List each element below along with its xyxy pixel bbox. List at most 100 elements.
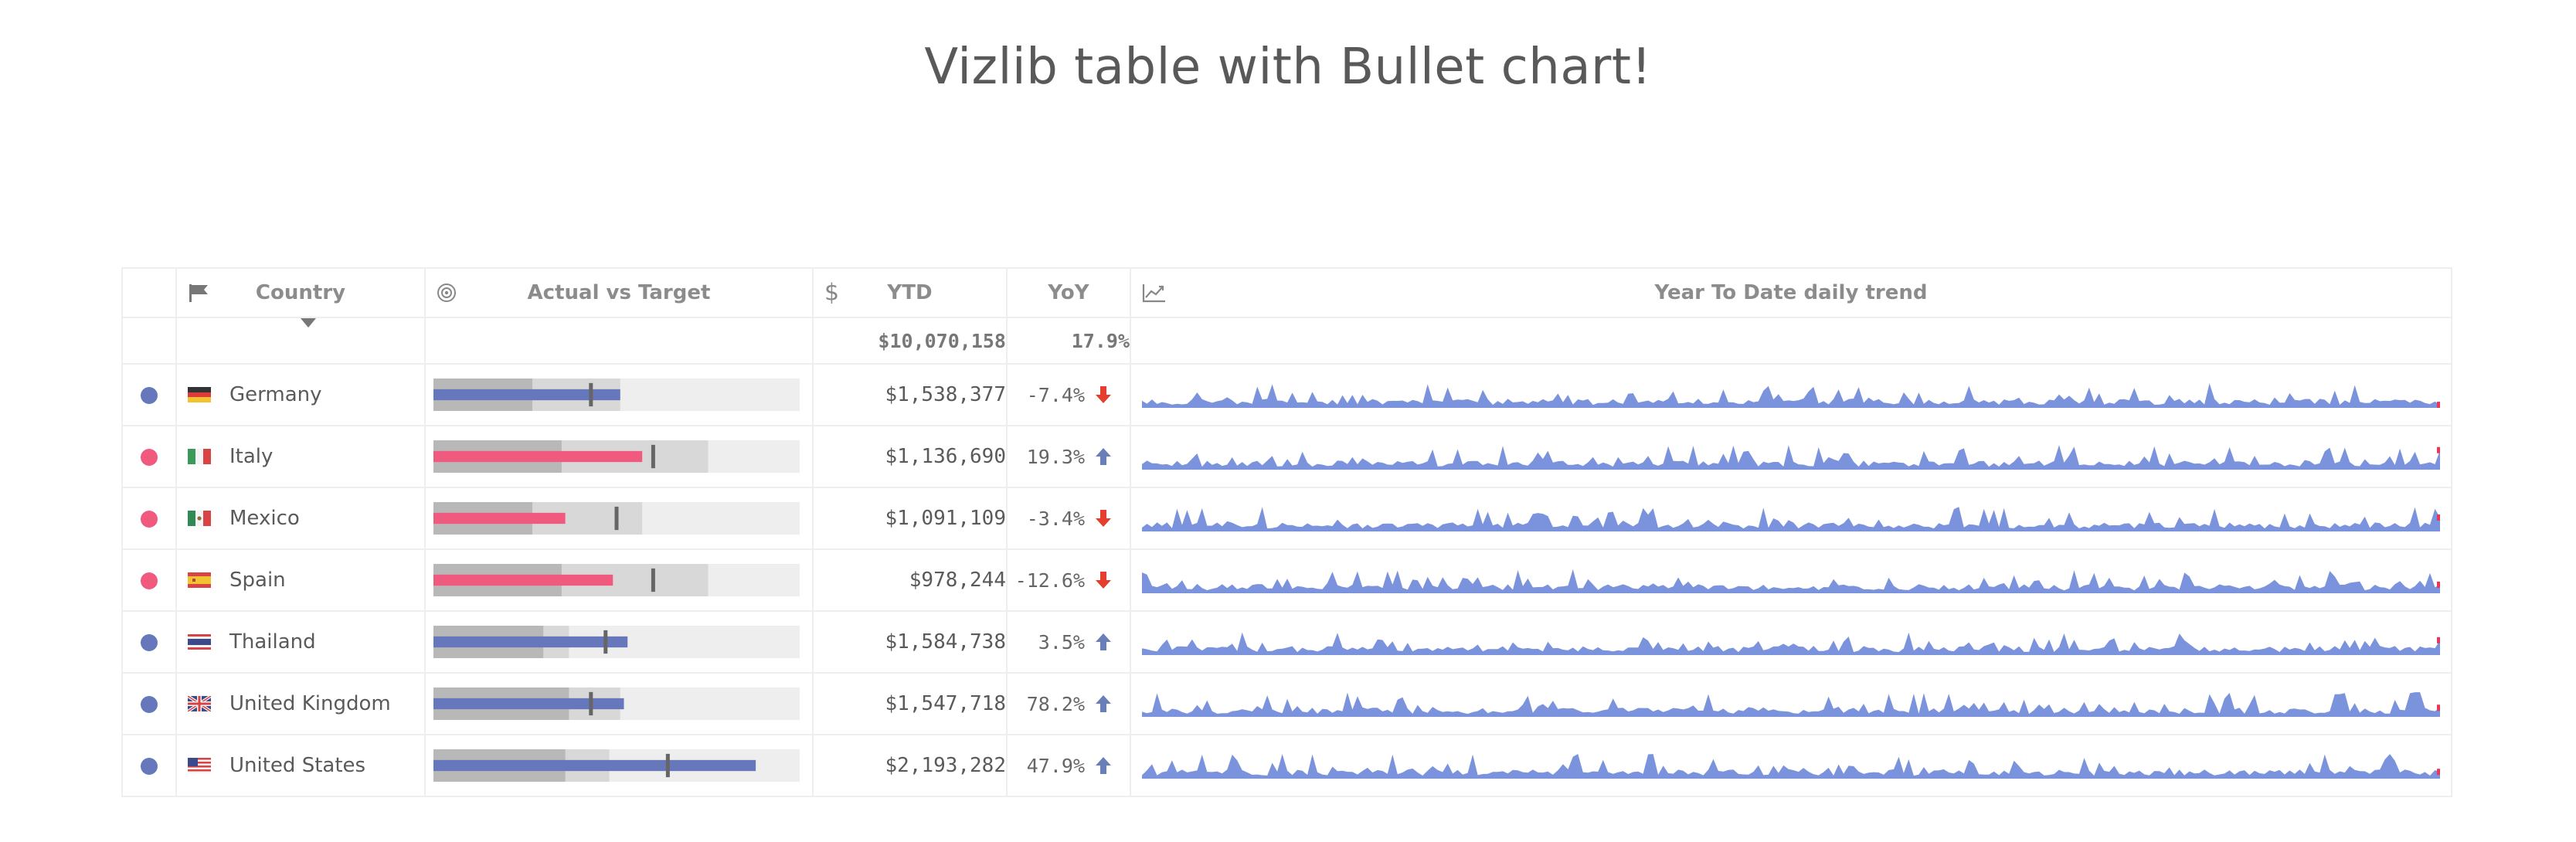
yoy-cell: -7.4% bbox=[1006, 363, 1131, 426]
actual-vs-target-header-label: Actual vs Target bbox=[527, 281, 711, 304]
yoy-header-label: YoY bbox=[1048, 281, 1089, 304]
bullet-actual-bar bbox=[433, 389, 620, 401]
table-row[interactable]: Germany $1,538,377 -7.4% bbox=[121, 363, 2452, 426]
ytd-value: $1,547,718 bbox=[812, 672, 1008, 735]
sparkline-area bbox=[1142, 632, 2440, 655]
country-name: United States bbox=[229, 754, 366, 777]
bullet-actual-bar bbox=[433, 636, 628, 648]
table-row[interactable]: United Kingdom $1,547,718 78.2% bbox=[121, 672, 2452, 735]
country-name: Germany bbox=[229, 383, 322, 406]
table-row[interactable]: Spain $978,244 -12.6% bbox=[121, 548, 2452, 612]
bullet-actual-bar bbox=[433, 759, 756, 772]
sparkline-last-point bbox=[2437, 769, 2440, 776]
indicator-cell bbox=[121, 610, 177, 674]
bullet-chart-cell bbox=[424, 548, 814, 612]
yoy-value: 47.9% bbox=[1026, 754, 1085, 777]
es-flag-icon bbox=[188, 572, 211, 588]
country-cell[interactable]: United States bbox=[175, 734, 426, 797]
table-row[interactable]: Mexico $1,091,109 -3.4% bbox=[121, 487, 2452, 550]
bullet-target-marker bbox=[651, 444, 655, 469]
country-cell[interactable]: Mexico bbox=[175, 487, 426, 550]
status-dot-icon bbox=[141, 448, 158, 466]
sparkline-area bbox=[1142, 692, 2440, 717]
indicator-cell bbox=[121, 672, 177, 735]
th-flag-icon bbox=[188, 634, 211, 650]
ytd-value: $1,538,377 bbox=[812, 363, 1008, 426]
indicator-cell bbox=[121, 425, 177, 488]
bullet-chart-cell bbox=[424, 363, 814, 426]
indicator-cell bbox=[121, 548, 177, 612]
yoy-total: 17.9% bbox=[1006, 317, 1131, 365]
sparkline-last-point bbox=[2437, 402, 2440, 408]
bullet-target-marker bbox=[665, 753, 670, 778]
gb-flag-icon bbox=[188, 696, 211, 711]
country-cell[interactable]: Germany bbox=[175, 363, 426, 426]
country-cell[interactable]: Spain bbox=[175, 548, 426, 612]
bullet-chart bbox=[433, 749, 800, 782]
bullet-target-marker bbox=[614, 506, 619, 531]
ytd-column-header[interactable]: $ YTD bbox=[812, 267, 1008, 318]
country-column-header[interactable]: Country bbox=[175, 267, 426, 328]
table-row[interactable]: Thailand $1,584,738 3.5% bbox=[121, 610, 2452, 674]
country-cell[interactable]: Thailand bbox=[175, 610, 426, 674]
country-cell[interactable]: Italy bbox=[175, 425, 426, 488]
country-name: Thailand bbox=[229, 630, 316, 654]
sparkline-cell bbox=[1130, 425, 2452, 488]
ytd-value: $978,244 bbox=[812, 548, 1008, 612]
bullet-chart-cell bbox=[424, 425, 814, 488]
arrow-down-icon bbox=[1096, 510, 1111, 527]
sparkline-cell bbox=[1130, 548, 2452, 612]
sparkline-area bbox=[1142, 383, 2440, 408]
bullet-chart bbox=[433, 626, 800, 658]
bullet-chart-cell bbox=[424, 487, 814, 550]
us-flag-icon bbox=[188, 758, 211, 773]
sparkline-chart bbox=[1142, 692, 2440, 717]
bullet-target-marker bbox=[651, 568, 655, 592]
indicator-column-header bbox=[121, 267, 177, 318]
totals-row: $10,070,158 17.9% bbox=[121, 317, 2452, 365]
table-row[interactable]: United States $2,193,282 47.9% bbox=[121, 734, 2452, 797]
ytd-value: $1,584,738 bbox=[812, 610, 1008, 674]
indicator-cell bbox=[121, 734, 177, 797]
bullet-target-marker bbox=[603, 630, 608, 654]
line-chart-icon bbox=[1142, 284, 1165, 303]
target-icon bbox=[437, 283, 456, 302]
flag-icon bbox=[189, 284, 208, 302]
yoy-value: 3.5% bbox=[1038, 630, 1085, 654]
bullet-chart bbox=[433, 564, 800, 596]
bullet-chart bbox=[433, 502, 800, 535]
yoy-value: -3.4% bbox=[1026, 507, 1085, 530]
sparkline-chart bbox=[1142, 445, 2440, 470]
status-dot-icon bbox=[141, 386, 158, 404]
table-row[interactable]: Italy $1,136,690 19.3% bbox=[121, 425, 2452, 488]
arrow-up-icon bbox=[1096, 448, 1111, 465]
sparkline-chart bbox=[1142, 507, 2440, 531]
trend-column-header[interactable]: Year To Date daily trend bbox=[1130, 267, 2452, 318]
sparkline-last-point bbox=[2437, 637, 2440, 643]
ytd-value: $2,193,282 bbox=[812, 734, 1008, 797]
sparkline-last-point bbox=[2437, 514, 2440, 521]
actual-vs-target-column-header[interactable]: Actual vs Target bbox=[424, 267, 814, 318]
sparkline-area bbox=[1142, 445, 2440, 470]
bullet-actual-bar bbox=[433, 698, 624, 710]
country-cell[interactable]: United Kingdom bbox=[175, 672, 426, 735]
yoy-value: 78.2% bbox=[1026, 692, 1085, 715]
indicator-cell bbox=[121, 487, 177, 550]
bullet-chart-cell bbox=[424, 672, 814, 735]
bullet-chart-cell bbox=[424, 610, 814, 674]
status-dot-icon bbox=[141, 510, 158, 528]
de-flag-icon bbox=[188, 387, 211, 402]
yoy-cell: -3.4% bbox=[1006, 487, 1131, 550]
arrow-down-icon bbox=[1096, 572, 1111, 589]
yoy-value: -12.6% bbox=[1014, 569, 1085, 592]
sort-descending-icon[interactable] bbox=[301, 318, 316, 328]
bullet-target-marker bbox=[589, 691, 593, 716]
yoy-cell: 78.2% bbox=[1006, 672, 1131, 735]
mx-flag-icon bbox=[188, 511, 211, 526]
sparkline-area bbox=[1142, 507, 2440, 531]
sparkline-last-point bbox=[2437, 704, 2440, 711]
country-name: Spain bbox=[229, 569, 286, 592]
page-title: Vizlib table with Bullet chart! bbox=[924, 39, 1652, 96]
yoy-column-header[interactable]: YoY bbox=[1006, 267, 1131, 318]
ytd-value: $1,136,690 bbox=[812, 425, 1008, 488]
